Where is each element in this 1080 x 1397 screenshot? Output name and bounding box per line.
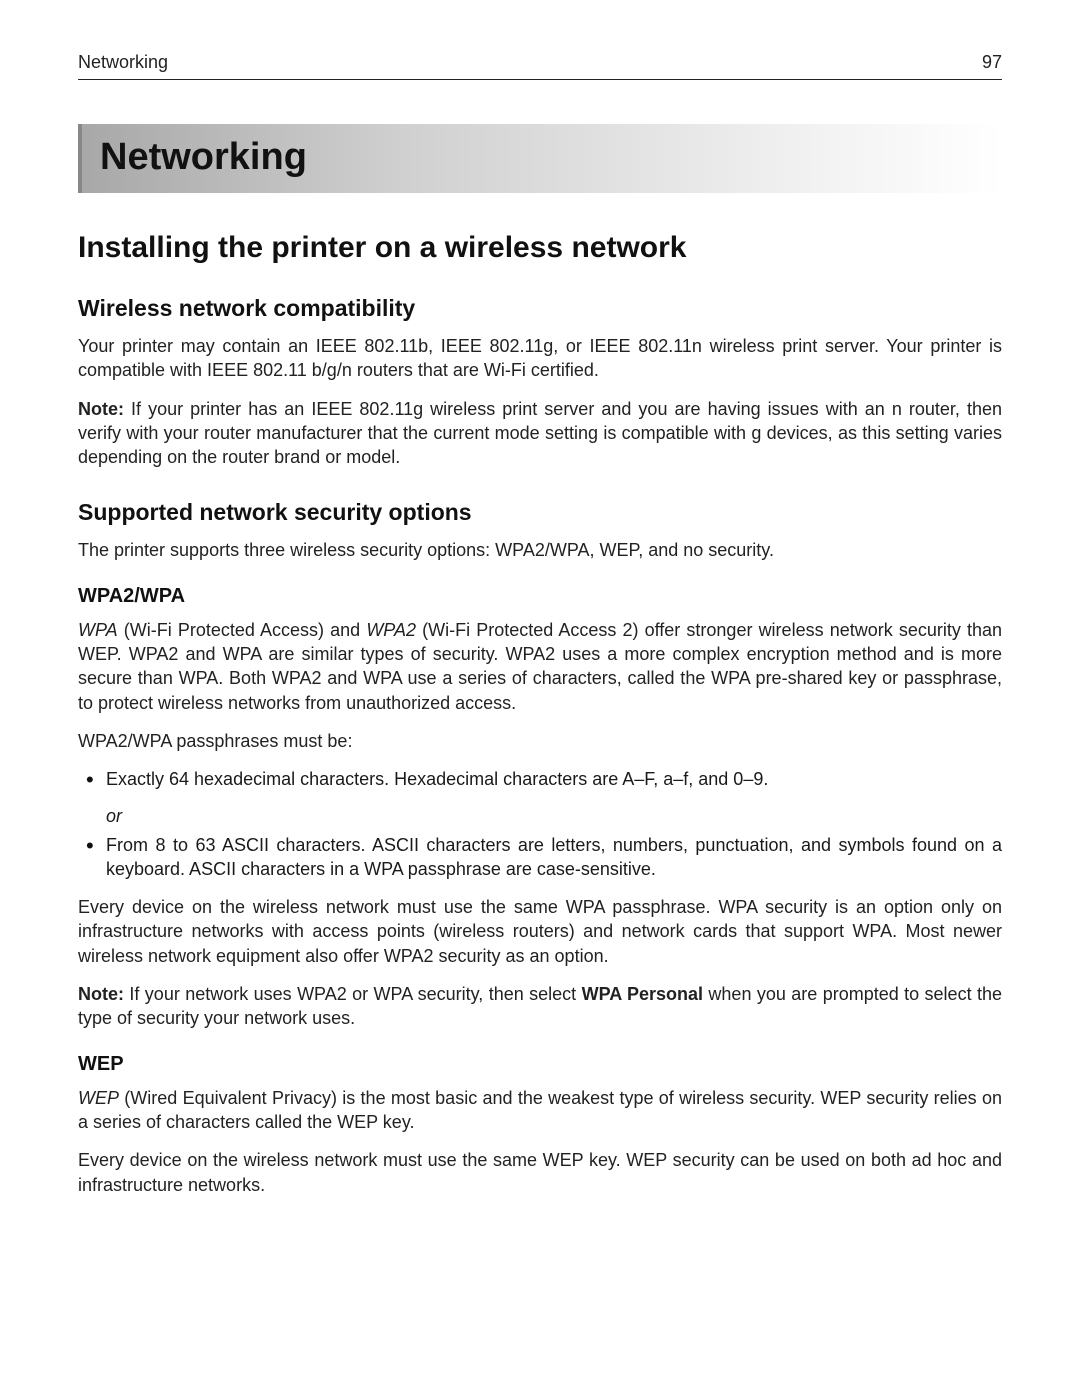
list-item: Exactly 64 hexadecimal characters. Hexad…: [106, 767, 1002, 791]
section-heading: Installing the printer on a wireless net…: [78, 231, 1002, 265]
document-page: Networking 97 Networking Installing the …: [0, 0, 1080, 1397]
note-label: Note:: [78, 984, 124, 1004]
header-left: Networking: [78, 52, 168, 73]
subsection-heading-compat: Wireless network compatibility: [78, 295, 1002, 322]
subsubsection-heading-wpa: WPA2/WPA: [78, 585, 1002, 608]
bullet-list: Exactly 64 hexadecimal characters. Hexad…: [78, 767, 1002, 791]
header-page-number: 97: [982, 52, 1002, 73]
term-wep: WEP: [78, 1088, 119, 1108]
body-paragraph: Every device on the wireless network mus…: [78, 895, 1002, 968]
term-wpa: WPA: [78, 620, 118, 640]
text-run: (Wi-Fi Protected Access) and: [118, 620, 367, 640]
bold-term: WPA Personal: [582, 984, 703, 1004]
subsection-heading-security: Supported network security options: [78, 499, 1002, 526]
running-header: Networking 97: [78, 52, 1002, 80]
term-wpa2: WPA2: [366, 620, 416, 640]
text-run: (Wired Equivalent Privacy) is the most b…: [78, 1088, 1002, 1132]
note-label: Note:: [78, 399, 124, 419]
note-paragraph: Note: If your printer has an IEEE 802.11…: [78, 397, 1002, 470]
chapter-title-bar: Networking: [78, 124, 1002, 193]
body-paragraph: Your printer may contain an IEEE 802.11b…: [78, 334, 1002, 383]
list-item: From 8 to 63 ASCII characters. ASCII cha…: [106, 833, 1002, 882]
note-paragraph: Note: If your network uses WPA2 or WPA s…: [78, 982, 1002, 1031]
chapter-title: Networking: [100, 136, 984, 179]
note-body: If your printer has an IEEE 802.11g wire…: [78, 399, 1002, 468]
body-paragraph: Every device on the wireless network mus…: [78, 1148, 1002, 1197]
bullet-list: From 8 to 63 ASCII characters. ASCII cha…: [78, 833, 1002, 882]
subsubsection-heading-wep: WEP: [78, 1053, 1002, 1076]
text-run: If your network uses WPA2 or WPA securit…: [124, 984, 582, 1004]
body-paragraph: WPA2/WPA passphrases must be:: [78, 729, 1002, 753]
body-paragraph: WPA (Wi-Fi Protected Access) and WPA2 (W…: [78, 618, 1002, 715]
or-separator: or: [106, 806, 1002, 827]
body-paragraph: The printer supports three wireless secu…: [78, 538, 1002, 562]
body-paragraph: WEP (Wired Equivalent Privacy) is the mo…: [78, 1086, 1002, 1135]
